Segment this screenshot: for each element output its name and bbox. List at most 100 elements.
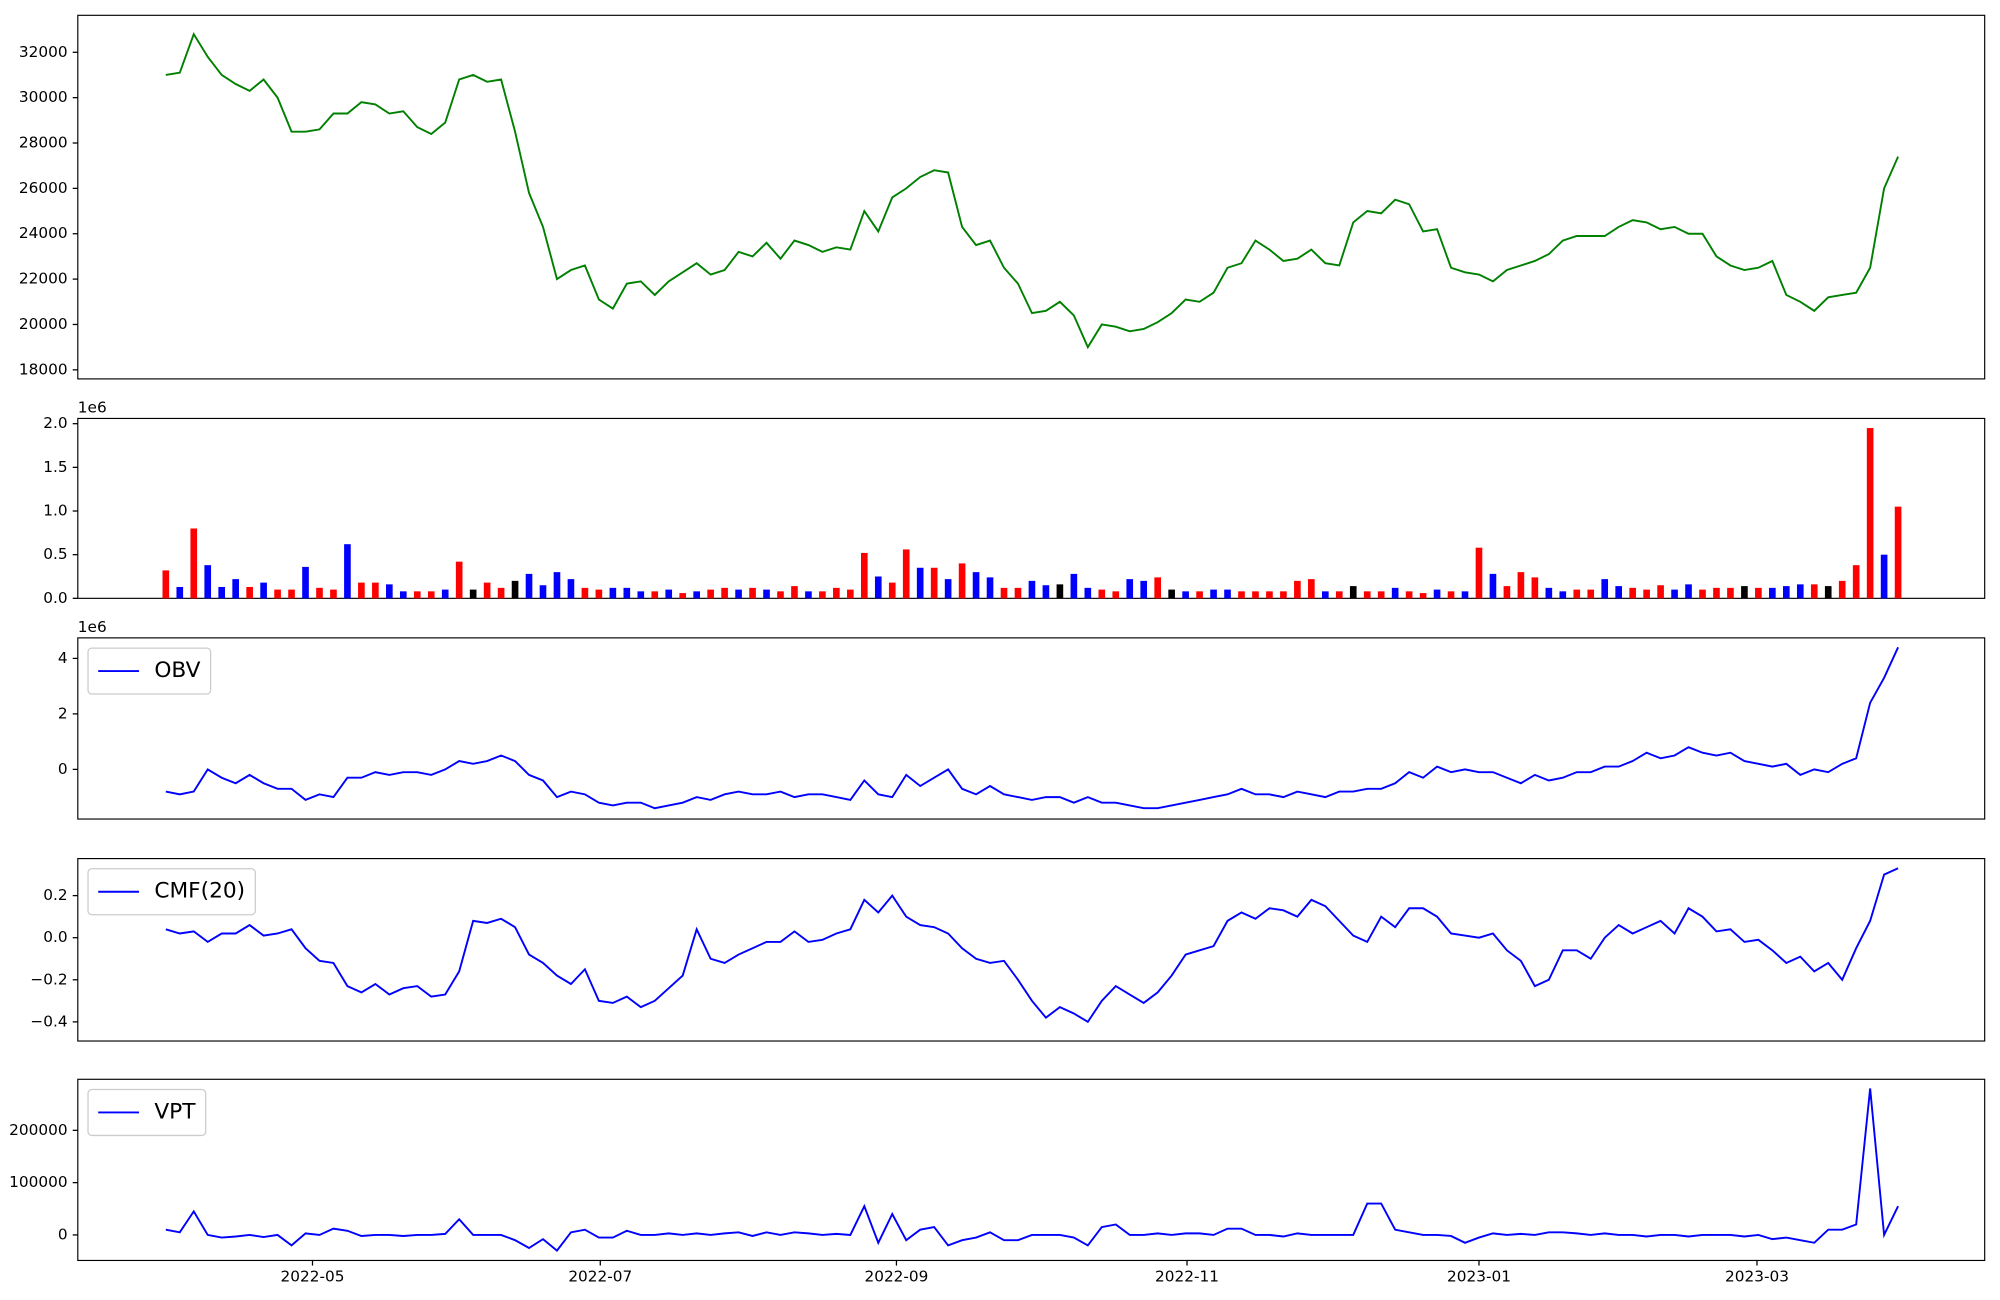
volume-bar — [302, 566, 309, 599]
volume-bar — [1308, 579, 1315, 599]
volume-bar — [805, 591, 812, 599]
volume-bar — [1377, 591, 1385, 599]
volume-bar — [749, 587, 756, 599]
volume-bar — [1014, 587, 1022, 599]
y-tick-label: 0.0 — [43, 589, 67, 607]
volume-bar — [916, 567, 924, 599]
volume-bar — [1000, 587, 1008, 599]
volume-bar — [637, 591, 645, 599]
volume-bar — [1335, 591, 1343, 599]
volume-bar — [693, 591, 700, 599]
y-tick-label: 4 — [58, 649, 68, 667]
volume-bar — [1796, 584, 1804, 599]
volume-bar — [1741, 586, 1748, 599]
volume-bar — [288, 589, 295, 599]
volume-bar — [1196, 591, 1203, 599]
volume-bar — [651, 591, 659, 599]
y-tick-label: 0.0 — [43, 928, 67, 946]
axis-offset: 1e6 — [78, 618, 107, 636]
volume-bar — [595, 589, 603, 599]
x-tick-label: 2023-01 — [1447, 1268, 1511, 1286]
volume-bar — [483, 582, 491, 599]
x-tick-label: 2023-03 — [1725, 1268, 1789, 1286]
volume-bar — [1852, 565, 1860, 599]
legend-label: VPT — [154, 1099, 196, 1124]
volume-bar — [1238, 591, 1245, 599]
volume-bar — [386, 584, 393, 599]
volume-bar — [1294, 580, 1301, 599]
y-tick-label: 0 — [58, 1225, 68, 1243]
volume-bar — [1531, 577, 1539, 599]
volume-bar — [1098, 589, 1106, 599]
volume-bar — [1182, 591, 1189, 599]
line — [165, 1088, 1899, 1252]
volume-bar — [721, 587, 728, 599]
volume-bar — [1447, 591, 1455, 599]
y-tick-label: −0.4 — [30, 1012, 67, 1030]
legend-box — [87, 647, 212, 695]
y-tick-label: 22000 — [19, 270, 68, 288]
volume-bar — [1615, 586, 1622, 599]
y-tick-label: 0.5 — [43, 545, 67, 563]
volume-bar — [944, 579, 952, 599]
volume-bar — [763, 589, 770, 599]
volume-bar — [1489, 573, 1497, 599]
volume-bar — [358, 582, 365, 599]
volume-bar — [791, 586, 798, 599]
y-tick-label: 20000 — [19, 315, 68, 333]
volume-bar — [1824, 586, 1832, 599]
y-tick-label: 1.0 — [43, 502, 67, 520]
volume-bar — [469, 589, 477, 599]
legend-label: CMF(20) — [154, 879, 245, 904]
volume-bar — [1363, 591, 1371, 599]
volume-bar — [777, 591, 784, 599]
y-tick-label: 32000 — [19, 43, 68, 61]
volume-bar — [1349, 586, 1357, 599]
volume-bar — [176, 586, 184, 599]
volume-bar — [413, 591, 421, 599]
volume-bar — [274, 589, 281, 599]
y-tick-label: 1.5 — [43, 458, 67, 476]
volume-bar — [1517, 572, 1525, 599]
volume-bar — [511, 580, 519, 599]
volume-bar — [1252, 591, 1259, 599]
volume-bar — [1084, 587, 1092, 599]
volume-bar — [1028, 580, 1036, 599]
volume-bar — [1070, 573, 1078, 599]
line — [165, 867, 1899, 1024]
volume-bar — [539, 585, 547, 599]
volume-bar — [679, 593, 687, 599]
volume-bar — [1391, 587, 1399, 599]
volume-bar — [665, 589, 673, 599]
x-tick-label: 2022-11 — [1155, 1268, 1219, 1286]
volume-bar — [1629, 587, 1636, 599]
volume-bar — [1866, 428, 1874, 599]
volume-bar — [888, 582, 896, 599]
volume-bar — [553, 572, 561, 599]
plot-frame — [77, 858, 1986, 1042]
volume-bar — [833, 587, 840, 599]
volume-bar — [1810, 584, 1818, 599]
plot-frame — [77, 14, 1986, 380]
volume-bar — [316, 587, 323, 599]
y-tick-label: 28000 — [19, 134, 68, 152]
legend-box — [87, 868, 256, 916]
volume-bar — [525, 573, 533, 599]
volume-bar — [1545, 587, 1553, 599]
x-tick-label: 2022-05 — [281, 1268, 345, 1286]
volume-bar — [1405, 591, 1413, 599]
volume-bar — [609, 587, 617, 599]
y-tick-label: 2.0 — [43, 414, 67, 432]
volume-bar — [1056, 584, 1064, 599]
volume-bar — [455, 561, 463, 599]
line — [165, 31, 1899, 350]
volume-bar — [1266, 591, 1273, 599]
volume-bar — [1224, 589, 1231, 599]
y-tick-label: 2 — [58, 704, 68, 722]
volume-bar — [344, 544, 351, 599]
volume-bar — [190, 528, 198, 599]
volume-bar — [1685, 584, 1692, 599]
volume-bar — [1727, 587, 1734, 599]
line — [165, 646, 1899, 810]
volume-bar — [1168, 589, 1175, 599]
